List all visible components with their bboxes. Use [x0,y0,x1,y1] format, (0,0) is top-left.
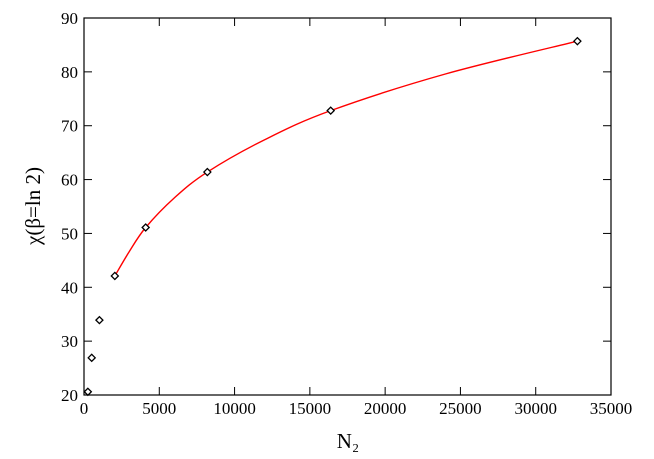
data-point [83,387,93,397]
y-tick-label: 80 [61,63,78,82]
data-point [141,223,151,232]
x-axis-label: N₂ [337,429,360,453]
x-tick-label: 0 [80,399,89,418]
x-tick-label: 25000 [439,399,482,418]
data-point [572,36,582,46]
x-tick-label: 5000 [142,399,176,418]
x-tick-label: 10000 [213,399,256,418]
data-point [87,353,97,363]
x-tick-label: 15000 [289,399,332,418]
plot-frame [83,17,612,396]
y-tick-label: 70 [61,117,78,136]
data-point [94,315,104,325]
y-tick-label: 60 [61,171,78,190]
x-tick-label: 20000 [364,399,407,418]
x-tick-label: 35000 [590,399,633,418]
data-point [326,106,336,116]
fit-line [114,40,578,277]
y-tick-label: 30 [61,332,78,351]
y-tick-label: 40 [61,278,78,297]
x-tick-label: 30000 [514,399,557,418]
y-axis-label: χ(β=ln 2) [21,167,45,246]
y-tick-label: 20 [61,386,78,405]
data-point [202,167,212,177]
data-point [110,271,120,281]
y-tick-label: 90 [61,9,78,28]
y-tick-label: 50 [61,224,78,243]
